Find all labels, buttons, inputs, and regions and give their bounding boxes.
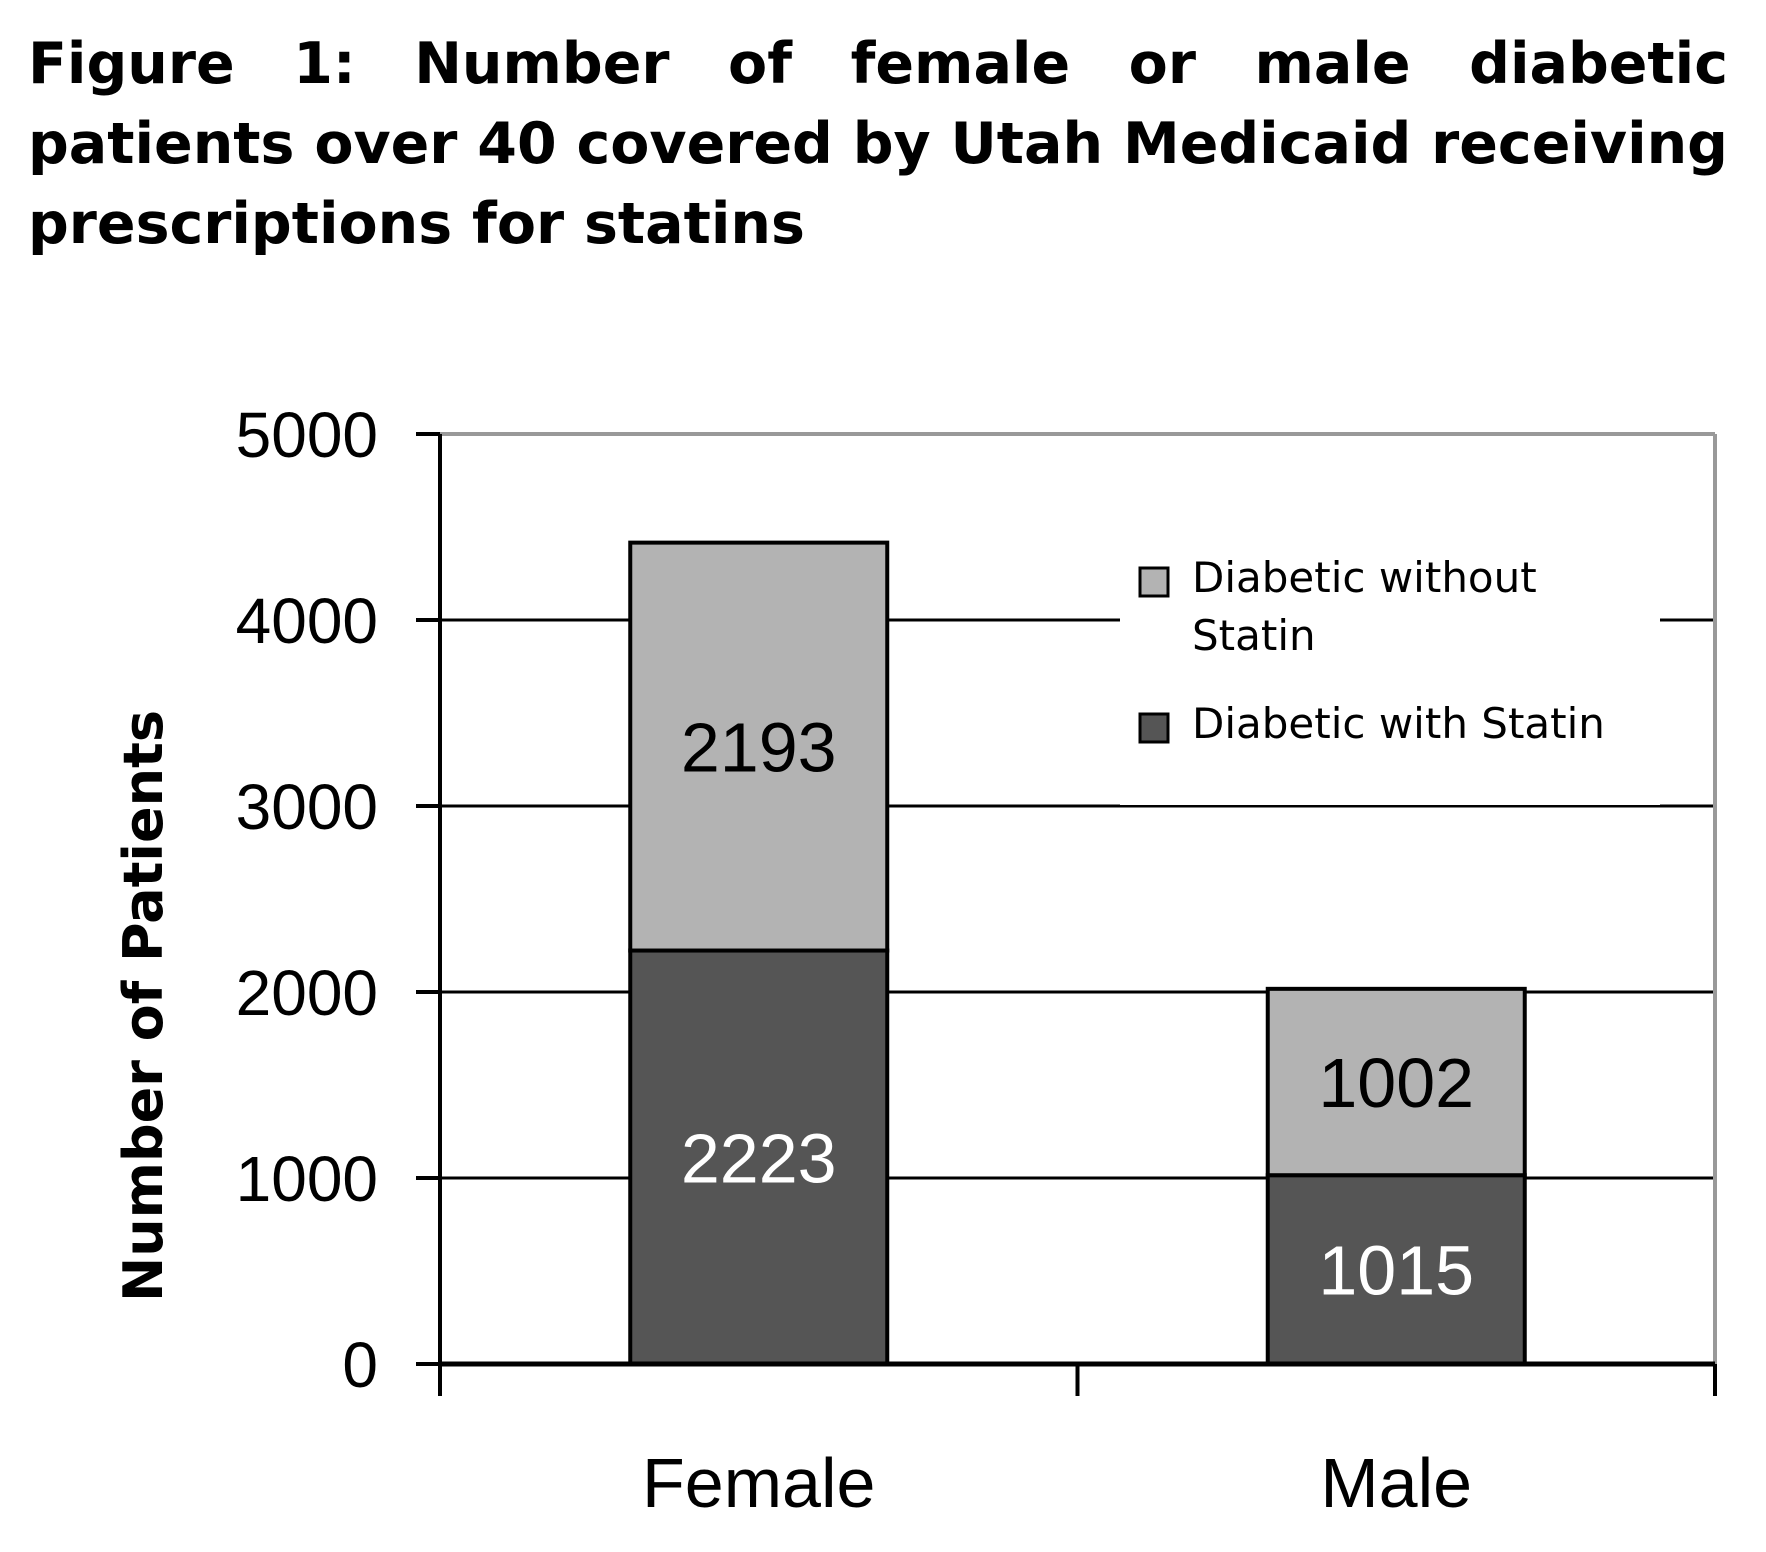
y-axis-title: Number of Patients [112, 710, 175, 1302]
y-tick-label-5000: 5000 [236, 399, 378, 471]
y-tick-label-2000: 2000 [236, 957, 378, 1029]
axes [416, 432, 1717, 1396]
legend-swatch-1 [1138, 712, 1170, 744]
chart-title: Figure 1: Number of female or male diabe… [28, 31, 1728, 257]
data-label-female-series-1: 2193 [681, 709, 837, 787]
legend-label-0-1: Statin [1192, 611, 1316, 660]
category-label-female: Female [642, 1444, 875, 1522]
legend: Diabetic without Statin Diabetic with Stat… [1120, 540, 1660, 805]
bar-female-series-1 [628, 540, 890, 953]
y-tick-label-1000: 1000 [236, 1143, 378, 1215]
y-tick-label-0: 0 [342, 1329, 378, 1401]
bar-male-series-1 [1265, 986, 1527, 1178]
legend-swatch-0 [1138, 566, 1170, 598]
labels: 2223 2193 Female 1015 1002 Male 0 1000 2000 3000 4… [236, 399, 1474, 1522]
data-label-male-series-0: 1015 [1318, 1232, 1474, 1310]
bars [628, 540, 1527, 1366]
y-tick-label-3000: 3000 [236, 771, 378, 843]
data-label-male-series-1: 1002 [1318, 1044, 1474, 1122]
legend-box [1120, 540, 1660, 805]
data-label-female-series-0: 2223 [681, 1119, 837, 1197]
category-label-male: Male [1320, 1444, 1472, 1522]
legend-label-1-0: Diabetic with Statin [1192, 699, 1605, 748]
bar-female-series-0 [628, 948, 890, 1366]
bar-male-series-0 [1265, 1173, 1527, 1366]
y-tick-label-4000: 4000 [236, 585, 378, 657]
legend-label-0-0: Diabetic without [1192, 553, 1537, 602]
